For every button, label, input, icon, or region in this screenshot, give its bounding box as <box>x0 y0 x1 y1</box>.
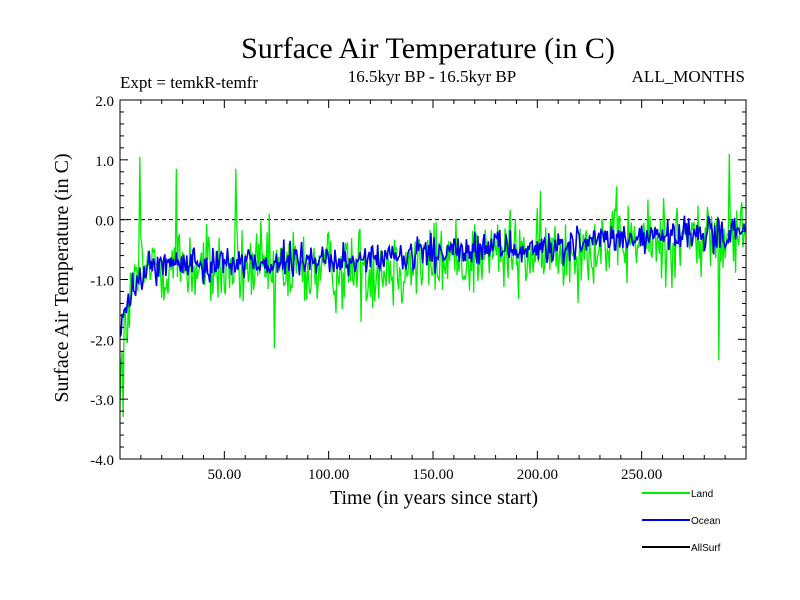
x-axis-label: Time (in years since start) <box>330 487 538 509</box>
x-tick-label: 200.00 <box>517 467 558 483</box>
series-layer <box>120 153 746 418</box>
y-tick-label: -2.0 <box>90 333 114 349</box>
y-tick-label: -1.0 <box>90 274 114 290</box>
x-tick-label: 150.00 <box>412 467 453 483</box>
x-tick-label: 50.00 <box>207 467 241 483</box>
chart-subtitle-center: 16.5kyr BP - 16.5kyr BP <box>348 67 516 86</box>
chart-subtitle-right: ALL_MONTHS <box>632 67 745 86</box>
series-line-ocean <box>120 215 746 337</box>
series-line-land <box>120 153 746 418</box>
y-tick-label: -3.0 <box>90 393 114 409</box>
legend-label-ocean: Ocean <box>691 516 720 527</box>
y-tick-label: 1.0 <box>95 154 114 170</box>
x-tick-label: 250.00 <box>621 467 662 483</box>
y-tick-label: 2.0 <box>95 94 114 110</box>
y-tick-label: -4.0 <box>90 453 114 469</box>
y-tick-label: 0.0 <box>95 214 114 230</box>
legend-label-allsurf: AllSurf <box>691 543 721 554</box>
axes-layer: 2.0 1.0 0.0 -1.0 -2.0 -3.0 -4.0 50.00 100.00 150.… <box>90 94 747 483</box>
legend-label-land: Land <box>691 489 713 500</box>
legend: Land Ocean AllSurf <box>642 489 721 554</box>
chart-title: Surface Air Temperature (in C) <box>241 32 615 65</box>
x-tick-label: 100.00 <box>308 467 349 483</box>
chart-subtitle-left: Expt = temkR-temfr <box>120 73 258 92</box>
y-axis-label: Surface Air Temperature (in C) <box>51 153 73 402</box>
